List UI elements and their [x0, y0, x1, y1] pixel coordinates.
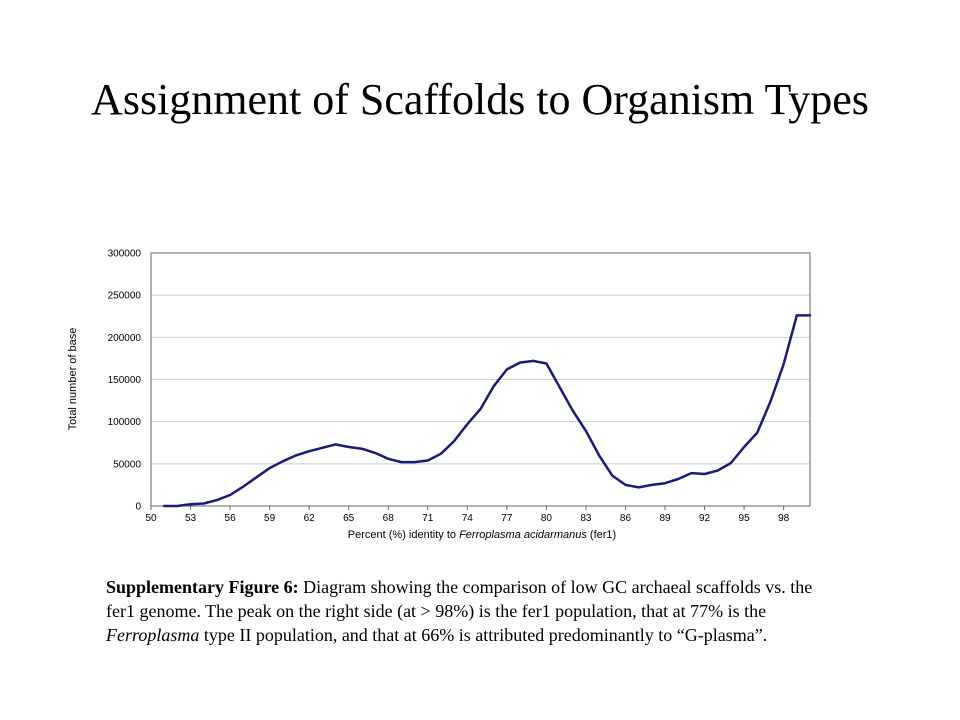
x-tick-label: 71 — [422, 513, 434, 524]
x-tick-label: 65 — [343, 513, 355, 524]
y-tick-label: 50000 — [113, 459, 141, 470]
x-axis-label: Percent (%) identity to Ferroplasma acid… — [348, 529, 616, 541]
x-tick-label: 92 — [699, 513, 711, 524]
caption-text-2: type II population, and that at 66% is a… — [199, 625, 768, 645]
plot-frame — [150, 252, 811, 507]
y-axis-ticks: 0 50000 100000 150000 200000 250000 300000 — [108, 249, 142, 513]
x-tick-label: 50 — [145, 513, 157, 524]
caption-label: Supplementary Figure 6: — [106, 577, 299, 597]
y-tick-label: 100000 — [108, 417, 142, 428]
x-tick-label: 74 — [462, 513, 474, 524]
x-tick-label: 86 — [620, 513, 632, 524]
x-tick-label: 89 — [659, 513, 671, 524]
x-tick-label: 80 — [541, 513, 553, 524]
y-tick-label: 150000 — [108, 375, 142, 386]
chart-grid — [151, 294, 810, 465]
y-tick-label: 200000 — [108, 333, 142, 344]
x-tick-label: 62 — [304, 513, 316, 524]
figure-caption: Supplementary Figure 6: Diagram showing … — [106, 575, 826, 647]
y-axis-label: Total number of base — [67, 328, 79, 431]
x-tick-label: 68 — [383, 513, 395, 524]
x-tick-label: 59 — [264, 513, 276, 524]
x-axis-ticks: 50 53 56 59 62 65 68 71 74 77 80 83 86 89 92 95 98 — [145, 506, 790, 524]
x-tick-label: 77 — [501, 513, 513, 524]
x-tick-label: 83 — [580, 513, 592, 524]
x-axis-label-prefix: Percent (%) identity to — [348, 529, 459, 541]
y-tick-label: 250000 — [108, 291, 142, 302]
x-tick-label: 56 — [225, 513, 237, 524]
caption-text-1: Diagram showing the comparison of low GC… — [106, 577, 813, 621]
x-axis-label-suffix: (fer1) — [587, 529, 616, 541]
y-tick-label: 300000 — [108, 249, 142, 260]
x-tick-label: 53 — [185, 513, 197, 524]
x-tick-label: 95 — [739, 513, 751, 524]
x-axis-label-organism: Ferroplasma acidarmanus — [459, 529, 587, 541]
y-tick-label: 0 — [135, 502, 141, 513]
series-line — [162, 314, 812, 508]
caption-italic: Ferroplasma — [106, 625, 200, 645]
x-tick-label: 98 — [778, 513, 790, 524]
slide-title: Assignment of Scaffolds to Organism Type… — [91, 75, 869, 124]
